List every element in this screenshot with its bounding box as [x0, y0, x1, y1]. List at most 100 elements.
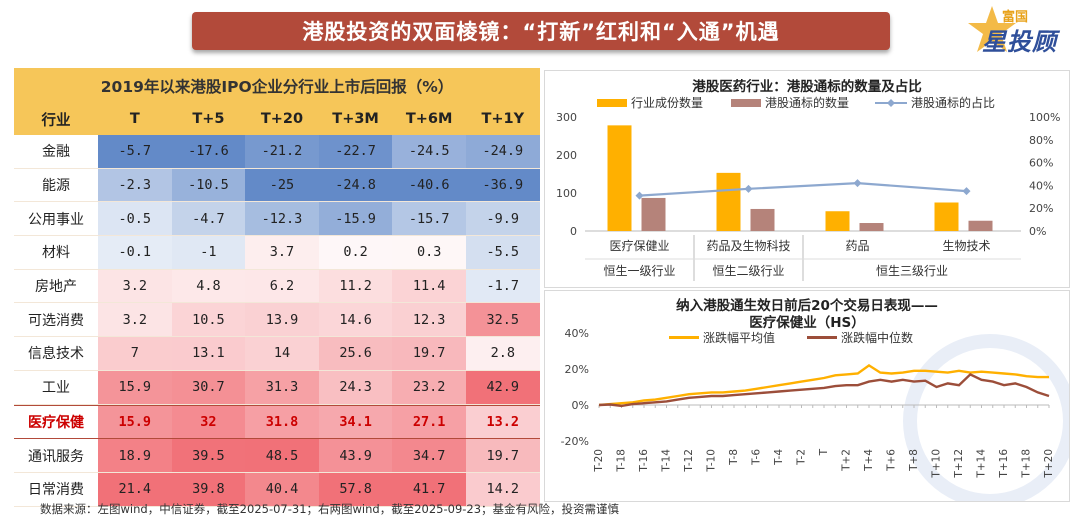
header-cell: T+3M [332, 111, 379, 127]
table-row: 能源 -2.3 -10.5 -25 -24.8 -40.6 -36.9 [14, 168, 540, 203]
x-group-label: 恒生二级行业 [712, 264, 784, 278]
return-cell: 27.1 [392, 405, 466, 439]
page-title: 港股投资的双面棱镜：“打新”红利和“入通”机遇 [192, 12, 890, 50]
table-row: 日常消费 21.4 39.8 40.4 57.8 41.7 14.2 [14, 472, 540, 507]
return-cell: -24.5 [392, 135, 466, 168]
legend-swatch-orange-line [669, 336, 699, 339]
table-row: 可选消费 3.2 10.5 13.9 14.6 12.3 32.5 [14, 303, 540, 338]
chart-title-line1: 纳入港股通生效日前后20个交易日表现—— [676, 298, 938, 314]
return-cell: -15.7 [392, 202, 466, 236]
return-cell: 57.8 [318, 472, 393, 506]
industry-cell: 通讯服务 [14, 439, 98, 472]
y2-tick-label: 20% [1029, 202, 1053, 215]
x-tick-label: T-18 [616, 449, 628, 473]
x-tick-label: T+2 [841, 449, 853, 472]
pharma-stock-connect-chart: 港股医药行业：港股通标的数量及占比 行业成份数量 港股通标的数量 港股通标的占比… [544, 70, 1070, 288]
y-tick-label: 0 [570, 225, 577, 238]
industry-cell: 工业 [14, 370, 98, 404]
return-cell: -21.2 [245, 135, 319, 168]
y-tick-label: 200 [556, 149, 577, 162]
header-cell: T [129, 111, 140, 127]
return-cell: 48.5 [245, 439, 319, 472]
chart-title-line2: 医疗保健业（HS） [749, 315, 865, 331]
legend-label: 涨跌幅中位数 [841, 331, 914, 345]
return-cell: -2.3 [98, 168, 172, 202]
mean-return-line [598, 363, 1049, 407]
y-tick-label: 20% [565, 363, 589, 376]
industry-cell: 信息技术 [14, 337, 98, 370]
x-tick-label: T+4 [863, 449, 875, 472]
logo-main-text: 星投顾 [982, 28, 1057, 56]
bar-stock-connect [750, 208, 775, 231]
industry-cell: 房地产 [14, 269, 98, 303]
star-logo-icon [968, 6, 1016, 52]
brand-logo: 富国 星投顾 [966, 4, 1076, 56]
table-row: 房地产 3.2 4.8 6.2 11.2 11.4 -1.7 [14, 269, 540, 304]
bar-stock-connect [859, 223, 884, 231]
x-category-label: 药品 [845, 239, 869, 253]
x-tick-label: T+8 [908, 449, 920, 472]
y2-tick-label: 100% [1029, 111, 1060, 124]
return-cell: 10.5 [171, 303, 246, 337]
legend-item: 港股通标的数量 [731, 94, 849, 111]
y-tick-label: 100 [556, 187, 577, 200]
legend-swatch-brown-line [807, 336, 837, 339]
chart-title: 港股医药行业：港股通标的数量及占比 [692, 79, 922, 95]
x-tick-label: T+10 [931, 449, 943, 479]
return-cell: 14.2 [465, 472, 540, 506]
x-tick-label: T-20 [593, 449, 605, 473]
data-source-note: 数据来源：左图wind，中信证券，截至2025-07-31；右两图wind，截至… [40, 502, 620, 516]
return-cell: -12.3 [245, 202, 319, 236]
return-cell: 30.7 [171, 370, 246, 404]
y2-tick-label: 0% [1029, 225, 1046, 238]
return-cell: -40.6 [392, 168, 466, 202]
industry-cell: 可选消费 [14, 303, 98, 337]
return-cell: 11.4 [392, 269, 466, 303]
bar-stock-connect [641, 197, 666, 231]
return-cell: 23.2 [392, 370, 466, 404]
return-cell: -22.7 [318, 135, 393, 168]
stock-connect-inclusion-chart: 纳入港股通生效日前后20个交易日表现—— 医疗保健业（HS） 涨跌幅平均值 涨跌… [544, 290, 1070, 502]
industry-cell: 公用事业 [14, 202, 98, 236]
table-body: 金融 -5.7 -17.6 -21.2 -22.7 -24.5 -24.9 能源 -2.3 -10… [14, 135, 540, 507]
ratio-point [853, 179, 862, 188]
return-cell: 0.2 [318, 236, 393, 269]
logo-top-text: 富国 [1002, 10, 1029, 25]
return-cell: 39.5 [171, 439, 246, 472]
table-row: 通讯服务 18.9 39.5 48.5 43.9 34.7 19.7 [14, 439, 540, 473]
y-tick-label: 40% [565, 327, 589, 340]
return-cell: 0.3 [392, 236, 466, 269]
return-cell: 21.4 [98, 472, 172, 506]
return-cell: 34.7 [392, 439, 466, 472]
header-cell: T+6M [405, 111, 453, 127]
return-cell: 19.7 [465, 439, 540, 472]
bar-stock-connect [968, 220, 993, 231]
x-category-label: 药品及生物科技 [706, 239, 790, 253]
x-tick-label: T+6 [886, 449, 898, 472]
y-tick-label: 300 [556, 111, 577, 124]
return-cell: 4.8 [171, 269, 246, 303]
legend-item: 港股通标的占比 [875, 94, 995, 111]
table-row: 材料 -0.1 -1 3.7 0.2 0.3 -5.5 [14, 236, 540, 270]
x-tick-label: T+16 [998, 449, 1010, 479]
ratio-point [744, 184, 753, 193]
legend-label: 行业成份数量 [631, 96, 704, 110]
return-cell: 3.2 [98, 303, 172, 337]
return-cell: 34.1 [318, 405, 393, 439]
return-cell: 41.7 [392, 472, 466, 506]
x-group-label: 恒生三级行业 [876, 264, 948, 278]
line-chart-svg: -20% 0% 20% 40% T-20 T-18 T-16 T-14 T-12 T-10 T-8 T… [561, 327, 1069, 501]
return-cell: 42.9 [465, 370, 540, 404]
y-tick-label: 0% [572, 399, 589, 412]
industry-cell: 能源 [14, 168, 98, 202]
x-tick-label: T+18 [1021, 449, 1033, 479]
industry-cell: 材料 [14, 236, 98, 269]
return-cell: 39.8 [171, 472, 246, 506]
table-title: 2019年以来港股IPO企业分行业上市后回报（%） [14, 68, 540, 103]
return-cell: -17.6 [171, 135, 246, 168]
return-cell: 31.3 [245, 370, 319, 404]
median-return-line [598, 372, 1050, 408]
return-cell: 14.6 [318, 303, 393, 337]
ratio-line [639, 182, 967, 197]
x-tick-label: T-2 [796, 449, 808, 466]
